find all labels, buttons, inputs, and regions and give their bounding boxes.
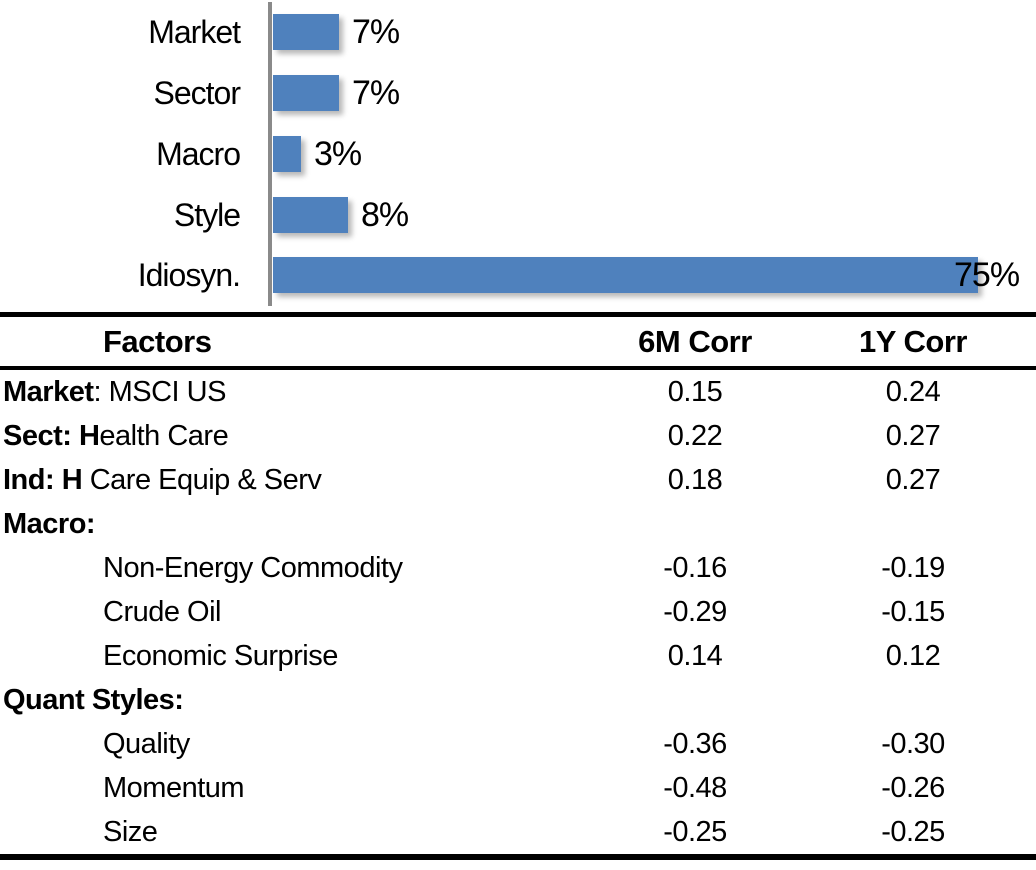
factor-label-bold: Quant Styles: xyxy=(3,683,184,716)
corr-1y-cell: 0.24 xyxy=(885,375,941,408)
factor-cell: Market: MSCI US xyxy=(0,376,600,409)
column-header-factors: Factors xyxy=(103,323,212,359)
factor-cell: Quant Styles: xyxy=(0,684,600,717)
factor-label-regular: Size xyxy=(103,815,158,848)
table-row: Crude Oil -0.29 -0.15 xyxy=(0,590,1036,634)
table-row: Sect: Health Care 0.22 0.27 xyxy=(0,414,1036,458)
factor-label-regular: : MSCI US xyxy=(93,375,227,408)
bar-value-label: 3% xyxy=(314,135,362,173)
bar-category-label: Market xyxy=(148,14,241,50)
corr-6m-cell: -0.36 xyxy=(663,727,727,760)
bar-row: Macro 3% xyxy=(0,136,1036,172)
column-header-6m-corr: 6M Corr xyxy=(638,323,752,359)
factor-cell: Macro: xyxy=(0,508,600,541)
table-row: Macro: xyxy=(0,502,1036,546)
table-row: Momentum -0.48 -0.26 xyxy=(0,766,1036,810)
bar-row: Style 8% xyxy=(0,197,1036,233)
table-row: Quality -0.36 -0.30 xyxy=(0,722,1036,766)
factor-label-regular: ealth Care xyxy=(99,419,229,452)
factor-cell: Momentum xyxy=(0,772,600,805)
bar-category-label: Idiosyn. xyxy=(137,257,241,293)
table-row: Size -0.25 -0.25 xyxy=(0,810,1036,854)
corr-1y-cell: 0.27 xyxy=(885,463,941,496)
factor-label-regular: Economic Surprise xyxy=(103,639,338,672)
bar-value-label: 8% xyxy=(361,196,409,234)
factor-cell: Economic Surprise xyxy=(0,640,600,673)
bar xyxy=(273,75,339,111)
factor-label-regular: Quality xyxy=(103,727,190,760)
table-row: Economic Surprise 0.14 0.12 xyxy=(0,634,1036,678)
bar-category-label: Macro xyxy=(156,136,241,172)
bar-row: Idiosyn. 75% xyxy=(0,257,1036,293)
factor-cell: Crude Oil xyxy=(0,596,600,629)
corr-1y-cell: -0.26 xyxy=(881,771,945,804)
corr-1y-cell: -0.15 xyxy=(881,595,945,628)
table-row: Market: MSCI US 0.15 0.24 xyxy=(0,370,1036,414)
corr-6m-cell: 0.22 xyxy=(667,419,723,452)
risk-decomposition-bar-chart: Market 7% Sector 7% Macro 3% Style 8% Idiosyn. 75… xyxy=(0,0,1036,312)
bar xyxy=(273,197,348,233)
factor-label-regular: Crude Oil xyxy=(103,595,222,628)
table-row: Non-Energy Commodity -0.16 -0.19 xyxy=(0,546,1036,590)
factor-label-bold: Ind: H xyxy=(3,463,83,496)
bar-value-label: 75% xyxy=(954,256,1020,294)
bar-row: Sector 7% xyxy=(0,75,1036,111)
bar xyxy=(273,136,301,172)
table-row: Quant Styles: xyxy=(0,678,1036,722)
corr-1y-cell: -0.19 xyxy=(881,551,945,584)
factor-cell: Non-Energy Commodity xyxy=(0,552,600,585)
factor-label-bold: Macro: xyxy=(3,507,96,540)
factor-cell: Sect: Health Care xyxy=(0,420,600,453)
corr-6m-cell: 0.15 xyxy=(667,375,723,408)
corr-6m-cell: -0.16 xyxy=(663,551,727,584)
factor-label-regular: Care Equip & Serv xyxy=(82,463,322,496)
corr-1y-cell: -0.30 xyxy=(881,727,945,760)
bar-value-label: 7% xyxy=(352,13,400,51)
bar-row: Market 7% xyxy=(0,14,1036,50)
factor-label-bold: Sect: H xyxy=(3,419,100,452)
factor-cell: Quality xyxy=(0,728,600,761)
column-header-1y-corr: 1Y Corr xyxy=(859,323,967,359)
corr-1y-cell: 0.12 xyxy=(885,639,941,672)
bar-category-label: Style xyxy=(173,197,241,233)
bar xyxy=(273,257,978,293)
chart-axis-line xyxy=(268,2,272,306)
corr-6m-cell: 0.18 xyxy=(667,463,723,496)
factor-label-regular: Non-Energy Commodity xyxy=(103,551,403,584)
factor-correlation-table: Factors 6M Corr 1Y Corr Market: MSCI US 0… xyxy=(0,312,1036,860)
factor-label-bold: Market xyxy=(3,375,94,408)
bar-category-label: Sector xyxy=(153,75,241,111)
bar xyxy=(273,14,339,50)
corr-6m-cell: -0.29 xyxy=(663,595,727,628)
corr-6m-cell: -0.48 xyxy=(663,771,727,804)
table-row: Ind: H Care Equip & Serv 0.18 0.27 xyxy=(0,458,1036,502)
table-body: Market: MSCI US 0.15 0.24 Sect: Health Care… xyxy=(0,370,1036,854)
factor-label-regular: Momentum xyxy=(103,771,245,804)
bar-value-label: 7% xyxy=(352,74,400,112)
corr-1y-cell: -0.25 xyxy=(881,815,945,848)
corr-6m-cell: 0.14 xyxy=(667,639,723,672)
table-header-row: Factors 6M Corr 1Y Corr xyxy=(0,317,1036,370)
factor-cell: Ind: H Care Equip & Serv xyxy=(0,464,600,497)
corr-6m-cell: -0.25 xyxy=(663,815,727,848)
corr-1y-cell: 0.27 xyxy=(885,419,941,452)
factor-cell: Size xyxy=(0,816,600,849)
